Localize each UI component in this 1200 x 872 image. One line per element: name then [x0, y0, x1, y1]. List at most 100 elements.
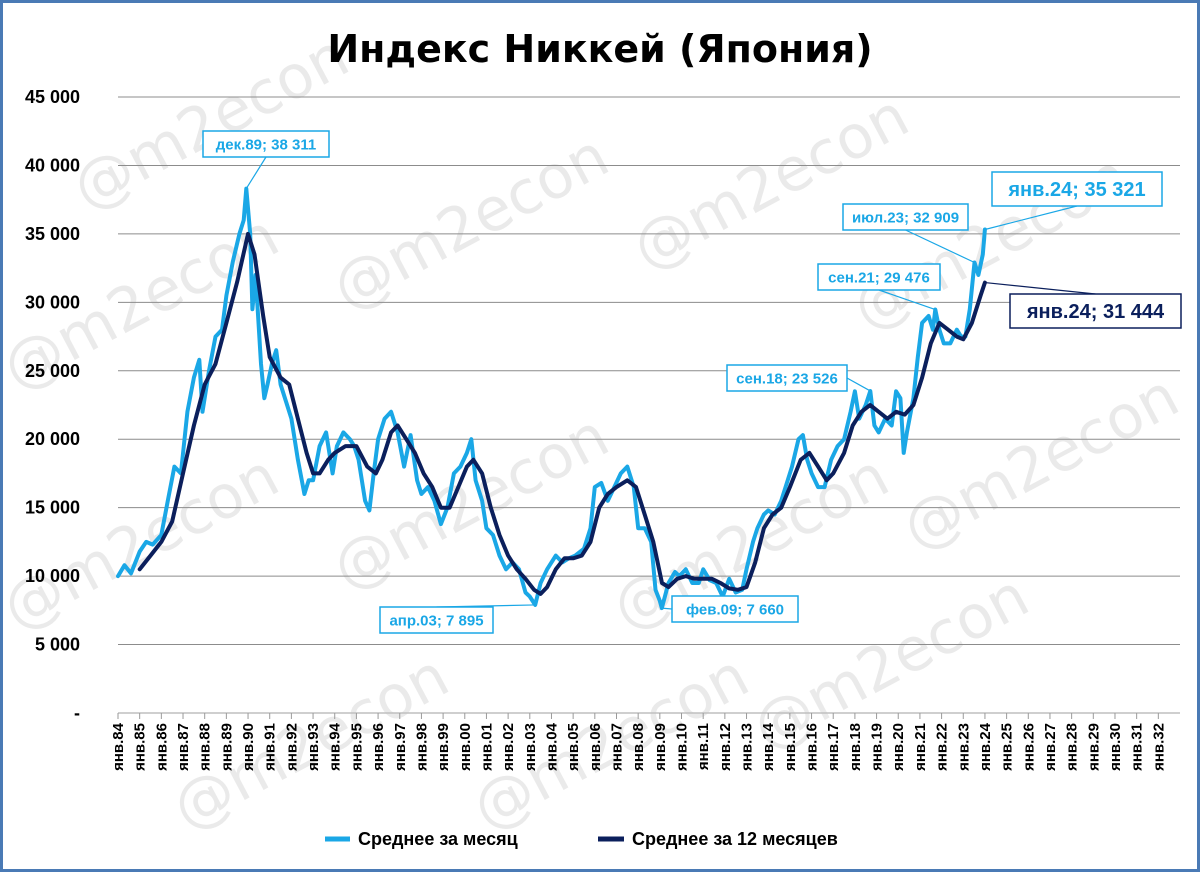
x-tick-label: янв.93 — [305, 723, 322, 771]
chart-title: Индекс Никкей (Япония) — [327, 27, 872, 71]
x-tick-label: янв.27 — [1042, 723, 1059, 771]
legend-label-monthly: Среднее за месяц — [358, 829, 518, 849]
annotation-leader — [846, 377, 871, 392]
x-tick-label: янв.26 — [1020, 723, 1037, 771]
annotation-layer: дек.89; 38 311 апр.03; 7 895 фев.09; 7 660… — [202, 130, 1182, 634]
annotation-label: июл.23; 32 909 — [852, 209, 959, 226]
annotation-label: сен.21; 29 476 — [828, 269, 930, 286]
y-axis-ticks: - 5 000 10 000 15 000 20 000 25 000 30 000 35 0… — [25, 87, 80, 723]
y-tick-label: 5 000 — [35, 635, 80, 655]
watermark-layer: @m2econ @m2econ @m2econ@m2econ@m2econ @m2ec… — [0, 21, 1190, 844]
x-tick-label: янв.07 — [608, 723, 625, 771]
watermark-text: @m2econ — [891, 361, 1190, 564]
legend: Среднее за месяц Среднее за 12 месяцев — [325, 829, 838, 849]
y-tick-label: 35 000 — [25, 224, 80, 244]
x-tick-label: янв.32 — [1150, 723, 1167, 771]
x-tick-label: янв.85 — [132, 723, 149, 771]
x-tick-label: янв.87 — [175, 723, 192, 771]
x-tick-label: янв.98 — [413, 723, 430, 771]
x-tick-label: янв.25 — [999, 723, 1016, 771]
x-tick-label: янв.24 — [977, 722, 994, 771]
annotation-label: дек.89; 38 311 — [216, 136, 316, 153]
series-line-12month — [137, 231, 987, 596]
watermark-text: @m2econ — [321, 121, 620, 324]
x-tick-label: янв.91 — [262, 723, 279, 771]
x-tick-label: янв.14 — [760, 722, 777, 771]
y-tick-label: - — [74, 703, 80, 723]
annotation-box — [1009, 293, 1182, 329]
annotation-label: апр.03; 7 895 — [389, 612, 483, 629]
annotation-box — [726, 364, 848, 392]
x-tick-label: янв.08 — [630, 723, 647, 771]
x-tick-label: янв.92 — [283, 723, 300, 771]
annotation-callout: сен.21; 29 476 — [817, 263, 941, 311]
x-tick-label: янв.19 — [869, 723, 886, 771]
y-tick-label: 15 000 — [25, 498, 80, 518]
annotation-box — [202, 130, 330, 158]
annotation-box — [671, 595, 799, 623]
x-tick-label: янв.28 — [1064, 723, 1081, 771]
x-tick-label: янв.23 — [955, 723, 972, 771]
annotation-leader — [984, 205, 1078, 231]
annotation-callout: июл.23; 32 909 — [842, 203, 975, 264]
annotation-leader — [984, 281, 1096, 295]
watermark-text: @m2econ — [621, 81, 920, 284]
x-tick-label: янв.20 — [890, 723, 907, 771]
y-tick-label: 25 000 — [25, 361, 80, 381]
x-tick-label: янв.21 — [912, 723, 929, 771]
x-tick-label: янв.94 — [327, 722, 344, 771]
x-tick-label: янв.00 — [457, 723, 474, 771]
x-tick-label: янв.02 — [500, 723, 517, 771]
watermark-text: @m2econ — [61, 21, 360, 224]
x-tick-label: янв.96 — [370, 723, 387, 771]
annotation-callout: апр.03; 7 895 — [379, 604, 536, 634]
x-tick-label: янв.97 — [392, 723, 409, 771]
annotation-leader — [661, 607, 673, 610]
x-axis-ticks: янв.84 янв.85 янв.86 янв.87 янв.88 янв.89 янв.… — [110, 713, 1167, 771]
annotation-callout: янв.24; 31 444 — [984, 281, 1182, 329]
annotation-leader — [245, 156, 267, 189]
x-tick-label: янв.90 — [240, 723, 257, 771]
x-tick-label: янв.22 — [934, 723, 951, 771]
annotation-leader — [878, 289, 936, 311]
x-tick-label: янв.13 — [739, 723, 756, 771]
annotation-box — [817, 263, 941, 291]
x-tick-label: янв.15 — [782, 723, 799, 771]
x-tick-label: янв.10 — [674, 723, 691, 771]
x-tick-label: янв.86 — [153, 723, 170, 771]
x-tick-label: янв.06 — [587, 723, 604, 771]
x-tick-label: янв.04 — [543, 722, 560, 771]
annotation-label: фев.09; 7 660 — [686, 601, 784, 618]
y-tick-label: 10 000 — [25, 566, 80, 586]
x-tick-label: янв.88 — [197, 723, 214, 771]
annotation-box — [991, 171, 1163, 207]
x-tick-label: янв.09 — [652, 723, 669, 771]
x-tick-label: янв.03 — [522, 723, 539, 771]
annotation-callout: сен.18; 23 526 — [726, 364, 871, 392]
annotation-box — [379, 606, 494, 634]
legend-label-12month: Среднее за 12 месяцев — [632, 829, 838, 849]
x-tick-label: янв.30 — [1107, 723, 1124, 771]
x-tick-label: янв.12 — [717, 723, 734, 771]
x-tick-label: янв.05 — [565, 723, 582, 771]
x-tick-label: янв.99 — [435, 723, 452, 771]
y-tick-label: 45 000 — [25, 87, 80, 107]
x-tick-label: янв.84 — [110, 722, 127, 771]
annotation-label: сен.18; 23 526 — [736, 370, 838, 387]
annotation-callout: фев.09; 7 660 — [661, 595, 799, 623]
x-tick-label: янв.89 — [218, 723, 235, 771]
x-tick-label: янв.11 — [695, 723, 712, 770]
y-tick-label: 20 000 — [25, 429, 80, 449]
annotation-callout: дек.89; 38 311 — [202, 130, 330, 189]
x-tick-label: янв.01 — [478, 723, 495, 771]
y-tick-label: 30 000 — [25, 292, 80, 312]
x-tick-label: янв.17 — [825, 723, 842, 771]
annotation-callout: янв.24; 35 321 — [984, 171, 1163, 231]
annotation-leader — [905, 229, 975, 264]
annotation-label: янв.24; 35 321 — [1007, 179, 1145, 201]
x-tick-label: янв.31 — [1129, 723, 1146, 771]
y-tick-label: 40 000 — [25, 155, 80, 175]
x-tick-label: янв.16 — [804, 723, 821, 771]
